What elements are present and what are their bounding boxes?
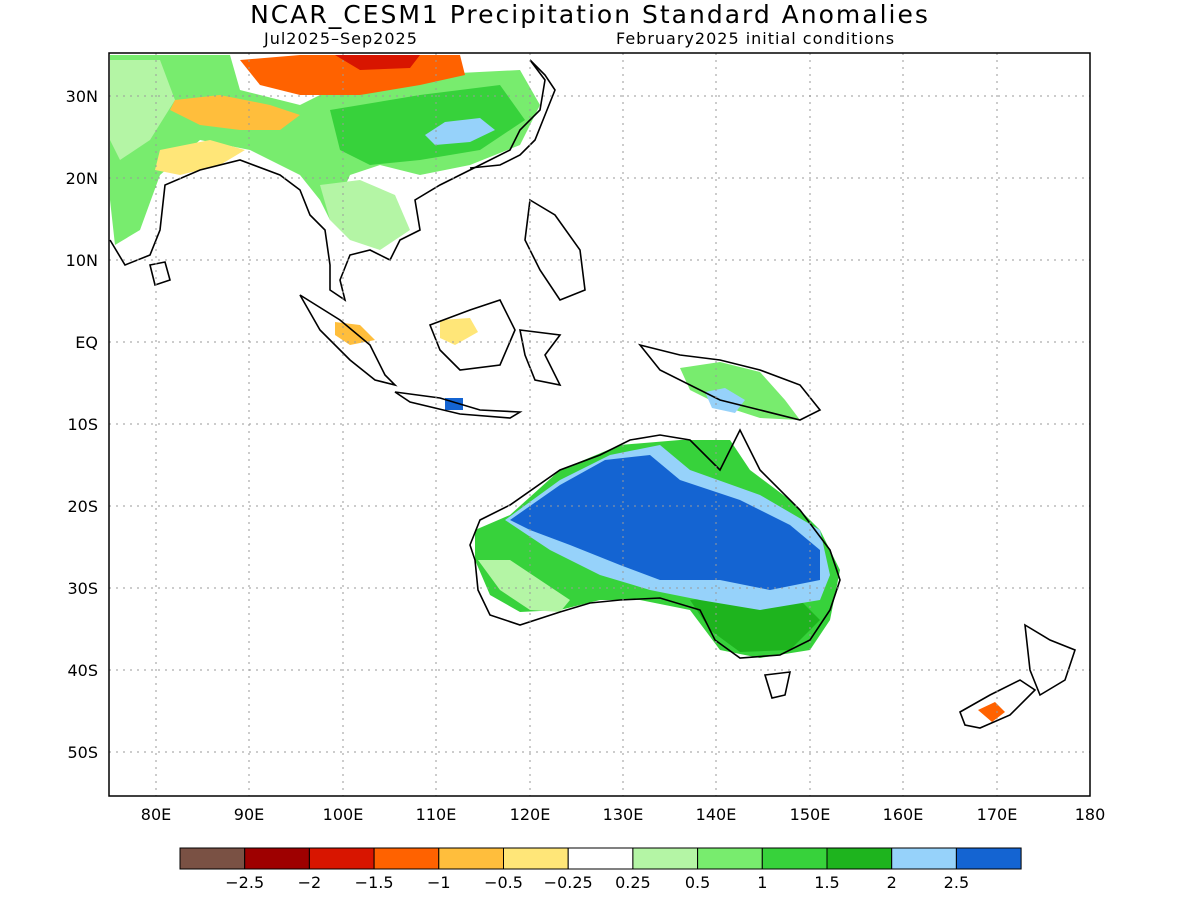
lon-label: 80E: [141, 805, 171, 824]
colorbar-label: −1.5: [355, 873, 394, 892]
lat-label: EQ: [75, 333, 98, 352]
lon-label: 140E: [696, 805, 737, 824]
lon-label: 130E: [603, 805, 644, 824]
coast-sulawesi: [518, 329, 562, 387]
colorbar-swatch: [761, 847, 828, 870]
colorbar-swatch: [373, 847, 440, 870]
coast-sumatra: [299, 294, 398, 387]
anomaly-asia-green-dark: [330, 85, 525, 165]
coast-java: [394, 391, 523, 419]
coast-srilanka: [149, 261, 171, 287]
lon-label: 120E: [510, 805, 551, 824]
colorbar-swatch: [567, 847, 634, 870]
lon-label: 180: [1075, 805, 1106, 824]
map-frame: [108, 52, 1091, 797]
colorbar-swatch: [503, 847, 569, 870]
colorbar: −2.5 −2 −1.5 −1 −0.5 −0.25 0.25 0.5 1 1.5 2 2.5: [179, 847, 1022, 892]
colorbar-swatch: [955, 847, 1022, 870]
colorbar-swatch: [632, 847, 699, 870]
colorbar-swatch: [179, 847, 246, 870]
colorbar-swatch: [438, 847, 504, 870]
lon-label: 110E: [416, 805, 457, 824]
coast-newguinea: [637, 343, 822, 421]
forecast-period: Jul2025–Sep2025: [264, 29, 418, 48]
lat-label: 50S: [67, 743, 98, 762]
anomaly-asia-light-green: [110, 60, 175, 160]
anomaly-tibet-yellow: [170, 95, 300, 130]
colorbar-label: −2: [298, 873, 322, 892]
colorbar-label: 1.5: [814, 873, 839, 892]
anomaly-india-yellow: [155, 140, 245, 175]
colorbar-label: −0.5: [484, 873, 523, 892]
anomaly-indochina-green: [320, 180, 410, 250]
coast-nz-north: [1024, 623, 1076, 697]
lon-label: 90E: [234, 805, 264, 824]
anomaly-china-blue: [425, 118, 495, 145]
lat-label: 20N: [66, 169, 98, 188]
anomaly-australia-blue: [510, 455, 820, 590]
coast-borneo: [428, 299, 516, 371]
lat-label: 20S: [67, 497, 98, 516]
colorbar-swatch: [697, 847, 763, 870]
lon-label: 100E: [323, 805, 364, 824]
colorbar-swatch: [308, 847, 375, 870]
colorbar-swatch: [244, 847, 310, 870]
map-title: NCAR_CESM1 Precipitation Standard Anomal…: [250, 0, 930, 29]
anomaly-borneo-yellow: [440, 318, 478, 345]
gridlines: [109, 53, 1090, 796]
anomaly-nz-orange: [978, 702, 1005, 722]
coastlines: [109, 59, 1076, 729]
lat-label: 10N: [66, 251, 98, 270]
coast-india-asia: [109, 59, 546, 302]
lon-axis: 80E 90E 100E 110E 120E 130E 140E 150E 16…: [141, 805, 1106, 824]
colorbar-label: −1: [427, 873, 451, 892]
colorbar-label: 1: [757, 873, 767, 892]
lon-label: 150E: [790, 805, 831, 824]
coast-philippines: [524, 198, 586, 301]
colorbar-label: −0.25: [544, 873, 593, 892]
anomaly-tibet-red: [335, 55, 420, 70]
lat-label: 10S: [67, 415, 98, 434]
colorbar-label: −2.5: [225, 873, 264, 892]
anomaly-newguinea-green: [680, 362, 800, 420]
lon-label: 160E: [883, 805, 924, 824]
anomaly-australia-lightgreen: [478, 560, 570, 612]
coast-australia: [469, 428, 841, 659]
colorbar-swatch: [826, 847, 893, 870]
lon-label: 170E: [977, 805, 1018, 824]
coast-tasmania: [763, 671, 792, 699]
lat-axis: 30N 20N 10N EQ 10S 20S 30S 40S 50S: [66, 87, 98, 762]
colorbar-label: 0.5: [685, 873, 710, 892]
colorbar-label: 2: [887, 873, 897, 892]
anomaly-australia-dark-green: [690, 595, 820, 652]
lat-label: 40S: [67, 661, 98, 680]
colorbar-swatch: [891, 847, 957, 870]
colorbar-label: 2.5: [944, 873, 969, 892]
coast-nz-south: [959, 679, 1037, 729]
initial-conditions: February2025 initial conditions: [616, 29, 896, 48]
lat-label: 30N: [66, 87, 98, 106]
lat-label: 30S: [67, 579, 98, 598]
colorbar-label: 0.25: [615, 873, 651, 892]
coast-china-east: [469, 59, 556, 169]
